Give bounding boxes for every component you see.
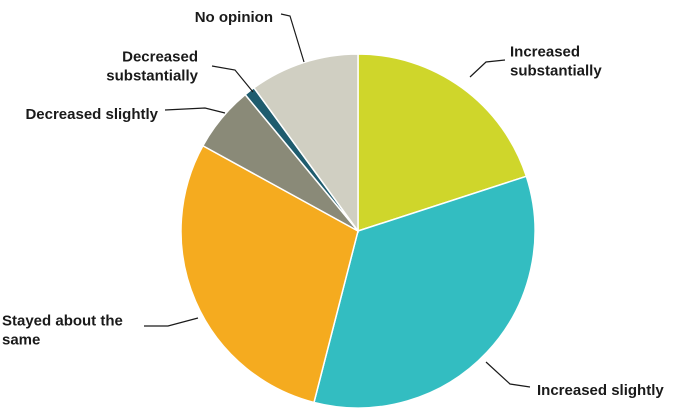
slice-label-no-opinion: No opinion [195,9,273,26]
slice-label-line: Decreased [122,49,198,66]
slice-label-decreased-slightly: Decreased slightly [25,106,158,123]
leader-line-no-opinion [280,13,305,63]
leader-line-stayed-about-the-same [144,317,199,327]
slice-label-line: same [2,332,40,349]
slice-label-stayed-about-the-same: Stayed about the same [2,313,123,349]
slice-label-decreased-substantially: Decreased substantially [106,49,198,85]
pie-slice-increased-substantially [357,53,528,233]
slice-label-line: No opinion [195,9,273,26]
pie-slice-stayed-about-the-same [180,144,359,404]
slice-label-line: Decreased slightly [25,106,158,123]
slice-label-line: substantially [106,68,198,85]
leader-line-increased-slightly [485,361,531,388]
slice-label-increased-slightly: Increased slightly [537,382,664,399]
pie-slice-increased-slightly [313,175,536,409]
slice-label-line: Increased [510,44,580,61]
leader-line-decreased-slightly [164,107,226,114]
slice-label-line: Increased slightly [537,382,664,399]
leader-line-decreased-substantially [211,65,254,93]
slice-label-increased-substantially: Increased substantially [510,44,602,80]
slice-label-line: substantially [510,63,602,80]
leader-line-increased-substantially [469,59,506,78]
pie-slice-no-opinion [252,53,359,234]
slice-label-line: Stayed about the [2,313,123,330]
